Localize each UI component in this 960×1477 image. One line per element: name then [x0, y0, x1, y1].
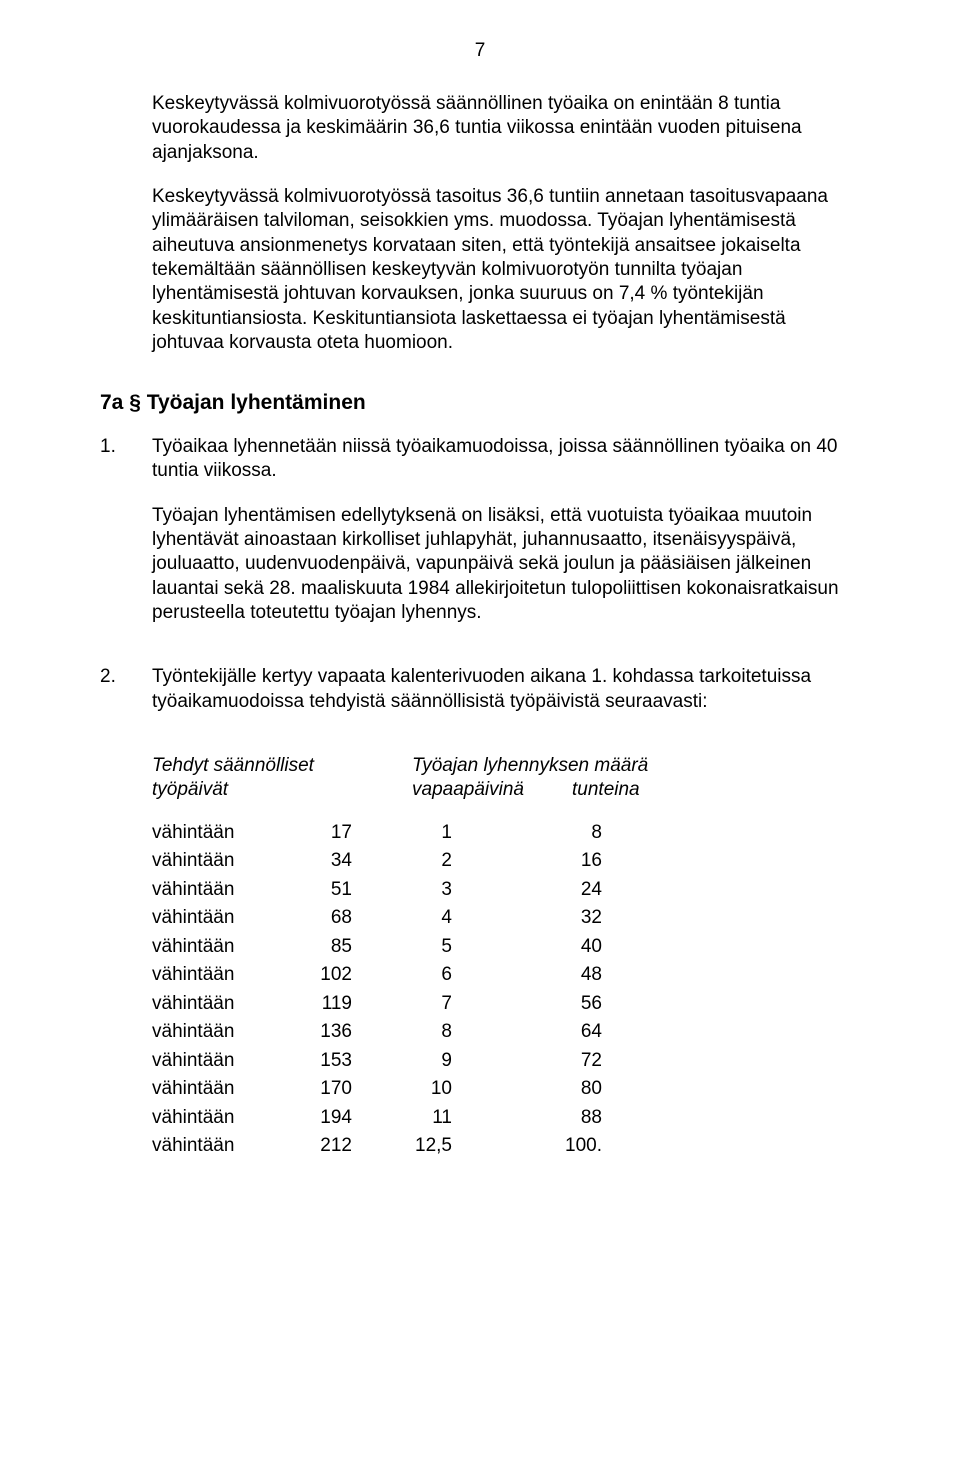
table-header-left: Tehdyt säännölliset työpäivät	[152, 754, 412, 803]
cell-days: 170	[302, 1075, 392, 1104]
list-number: 1.	[100, 435, 152, 645]
cell-days: 194	[302, 1104, 392, 1133]
cell-days: 153	[302, 1047, 392, 1076]
page-number: 7	[100, 40, 860, 62]
cell-days: 68	[302, 904, 392, 933]
cell-freedays: 5	[392, 933, 482, 962]
table-row: vähintään119756	[152, 990, 860, 1019]
paragraph: Työajan lyhentämisen edellytyksenä on li…	[152, 504, 860, 626]
reduction-table: Tehdyt säännölliset työpäivät Työajan ly…	[152, 754, 860, 1161]
cell-freedays: 6	[392, 961, 482, 990]
table-row: vähintään1718	[152, 819, 860, 848]
document-page: 7 Keskeytyvässä kolmivuorotyössä säännöl…	[0, 0, 960, 1477]
list-item: 1. Työaikaa lyhennetään niissä työaikamu…	[100, 435, 860, 645]
cell-hours: 40	[482, 933, 642, 962]
cell-hours: 88	[482, 1104, 642, 1133]
header-sub: vapaapäivinä tunteina	[412, 778, 860, 802]
cell-days: 212	[302, 1132, 392, 1161]
header-text: työpäivät	[152, 778, 412, 802]
cell-days: 119	[302, 990, 392, 1019]
cell-freedays: 11	[392, 1104, 482, 1133]
cell-label: vähintään	[152, 847, 302, 876]
table-row: vähintään136864	[152, 1018, 860, 1047]
table-header-right: Työajan lyhennyksen määrä vapaapäivinä t…	[412, 754, 860, 803]
cell-label: vähintään	[152, 990, 302, 1019]
cell-hours: 100.	[482, 1132, 642, 1161]
cell-freedays: 10	[392, 1075, 482, 1104]
list-text: Työaikaa lyhennetään niissä työaikamuodo…	[152, 435, 860, 645]
table-row: vähintään85540	[152, 933, 860, 962]
header-text: Tehdyt säännölliset	[152, 754, 412, 778]
header-text: tunteina	[572, 778, 640, 802]
cell-freedays: 1	[392, 819, 482, 848]
cell-label: vähintään	[152, 876, 302, 905]
cell-freedays: 2	[392, 847, 482, 876]
cell-freedays: 4	[392, 904, 482, 933]
header-text: Työajan lyhennyksen määrä	[412, 754, 860, 778]
cell-label: vähintään	[152, 1075, 302, 1104]
cell-freedays: 8	[392, 1018, 482, 1047]
cell-label: vähintään	[152, 1047, 302, 1076]
table-body: vähintään1718vähintään34216vähintään5132…	[152, 819, 860, 1161]
table-row: vähintään102648	[152, 961, 860, 990]
table-row: vähintään1941188	[152, 1104, 860, 1133]
table-header: Tehdyt säännölliset työpäivät Työajan ly…	[152, 754, 860, 803]
cell-hours: 72	[482, 1047, 642, 1076]
intro-block: Keskeytyvässä kolmivuorotyössä säännölli…	[152, 92, 860, 355]
table-row: vähintään34216	[152, 847, 860, 876]
cell-days: 85	[302, 933, 392, 962]
cell-hours: 48	[482, 961, 642, 990]
cell-label: vähintään	[152, 1104, 302, 1133]
section-heading: 7a § Työajan lyhentäminen	[100, 391, 860, 415]
table-row: vähintään51324	[152, 876, 860, 905]
cell-label: vähintään	[152, 961, 302, 990]
cell-freedays: 12,5	[392, 1132, 482, 1161]
cell-hours: 64	[482, 1018, 642, 1047]
header-text: vapaapäivinä	[412, 778, 572, 802]
cell-hours: 16	[482, 847, 642, 876]
table-row: vähintään153972	[152, 1047, 860, 1076]
paragraph: Työntekijälle kertyy vapaata kalenterivu…	[152, 665, 860, 714]
cell-hours: 80	[482, 1075, 642, 1104]
table-row: vähintään68432	[152, 904, 860, 933]
cell-days: 51	[302, 876, 392, 905]
cell-days: 136	[302, 1018, 392, 1047]
cell-hours: 32	[482, 904, 642, 933]
paragraph: Keskeytyvässä kolmivuorotyössä säännölli…	[152, 92, 860, 165]
list-item: 2. Työntekijälle kertyy vapaata kalenter…	[100, 665, 860, 734]
cell-days: 102	[302, 961, 392, 990]
cell-hours: 8	[482, 819, 642, 848]
cell-label: vähintään	[152, 1132, 302, 1161]
paragraph: Keskeytyvässä kolmivuorotyössä tasoitus …	[152, 185, 860, 355]
list-text: Työntekijälle kertyy vapaata kalenterivu…	[152, 665, 860, 734]
list-number: 2.	[100, 665, 152, 734]
table-row: vähintään1701080	[152, 1075, 860, 1104]
cell-freedays: 3	[392, 876, 482, 905]
cell-hours: 24	[482, 876, 642, 905]
cell-label: vähintään	[152, 933, 302, 962]
cell-freedays: 7	[392, 990, 482, 1019]
cell-label: vähintään	[152, 1018, 302, 1047]
cell-freedays: 9	[392, 1047, 482, 1076]
paragraph: Työaikaa lyhennetään niissä työaikamuodo…	[152, 435, 860, 484]
table-row: vähintään21212,5100.	[152, 1132, 860, 1161]
cell-days: 34	[302, 847, 392, 876]
cell-days: 17	[302, 819, 392, 848]
cell-label: vähintään	[152, 819, 302, 848]
cell-label: vähintään	[152, 904, 302, 933]
cell-hours: 56	[482, 990, 642, 1019]
